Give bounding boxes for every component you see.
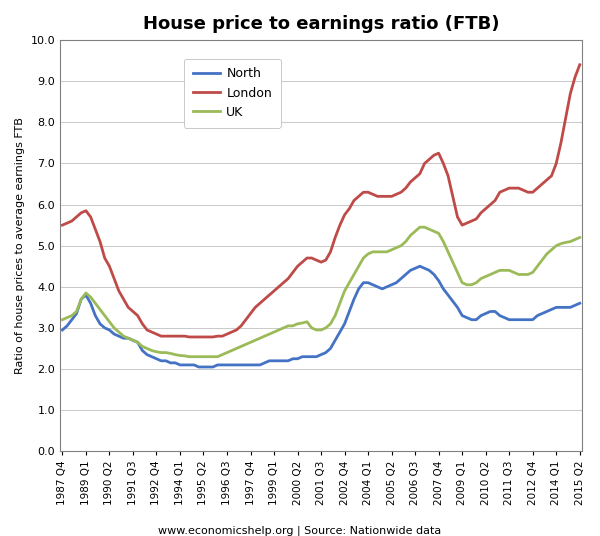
North xyxy=(190,362,197,368)
London xyxy=(186,334,193,340)
UK xyxy=(186,353,193,360)
North xyxy=(416,263,424,270)
London xyxy=(176,333,184,339)
London xyxy=(304,255,311,261)
Line: London: London xyxy=(62,65,580,337)
UK xyxy=(364,251,371,257)
UK xyxy=(176,352,184,359)
UK xyxy=(304,318,311,325)
North xyxy=(176,362,184,368)
London xyxy=(364,189,371,196)
Text: www.economicshelp.org | Source: Nationwide data: www.economicshelp.org | Source: Nationwi… xyxy=(158,525,442,536)
Line: UK: UK xyxy=(62,227,580,356)
UK xyxy=(567,239,574,245)
UK xyxy=(195,353,202,360)
North xyxy=(59,327,66,333)
North xyxy=(256,362,263,368)
UK xyxy=(256,335,263,341)
Title: House price to earnings ratio (FTB): House price to earnings ratio (FTB) xyxy=(143,15,499,33)
North xyxy=(304,353,311,360)
UK xyxy=(576,234,583,241)
North xyxy=(567,304,574,310)
North xyxy=(195,364,202,370)
London xyxy=(59,222,66,228)
North xyxy=(364,279,371,286)
Line: North: North xyxy=(62,266,580,367)
London xyxy=(256,300,263,307)
London xyxy=(576,62,583,68)
London xyxy=(195,334,202,340)
Y-axis label: Ratio of house prices to average earnings FTB: Ratio of house prices to average earning… xyxy=(15,117,25,374)
Legend: North, London, UK: North, London, UK xyxy=(184,59,281,128)
UK xyxy=(416,224,424,230)
North xyxy=(576,300,583,307)
UK xyxy=(59,316,66,323)
London xyxy=(562,115,569,122)
